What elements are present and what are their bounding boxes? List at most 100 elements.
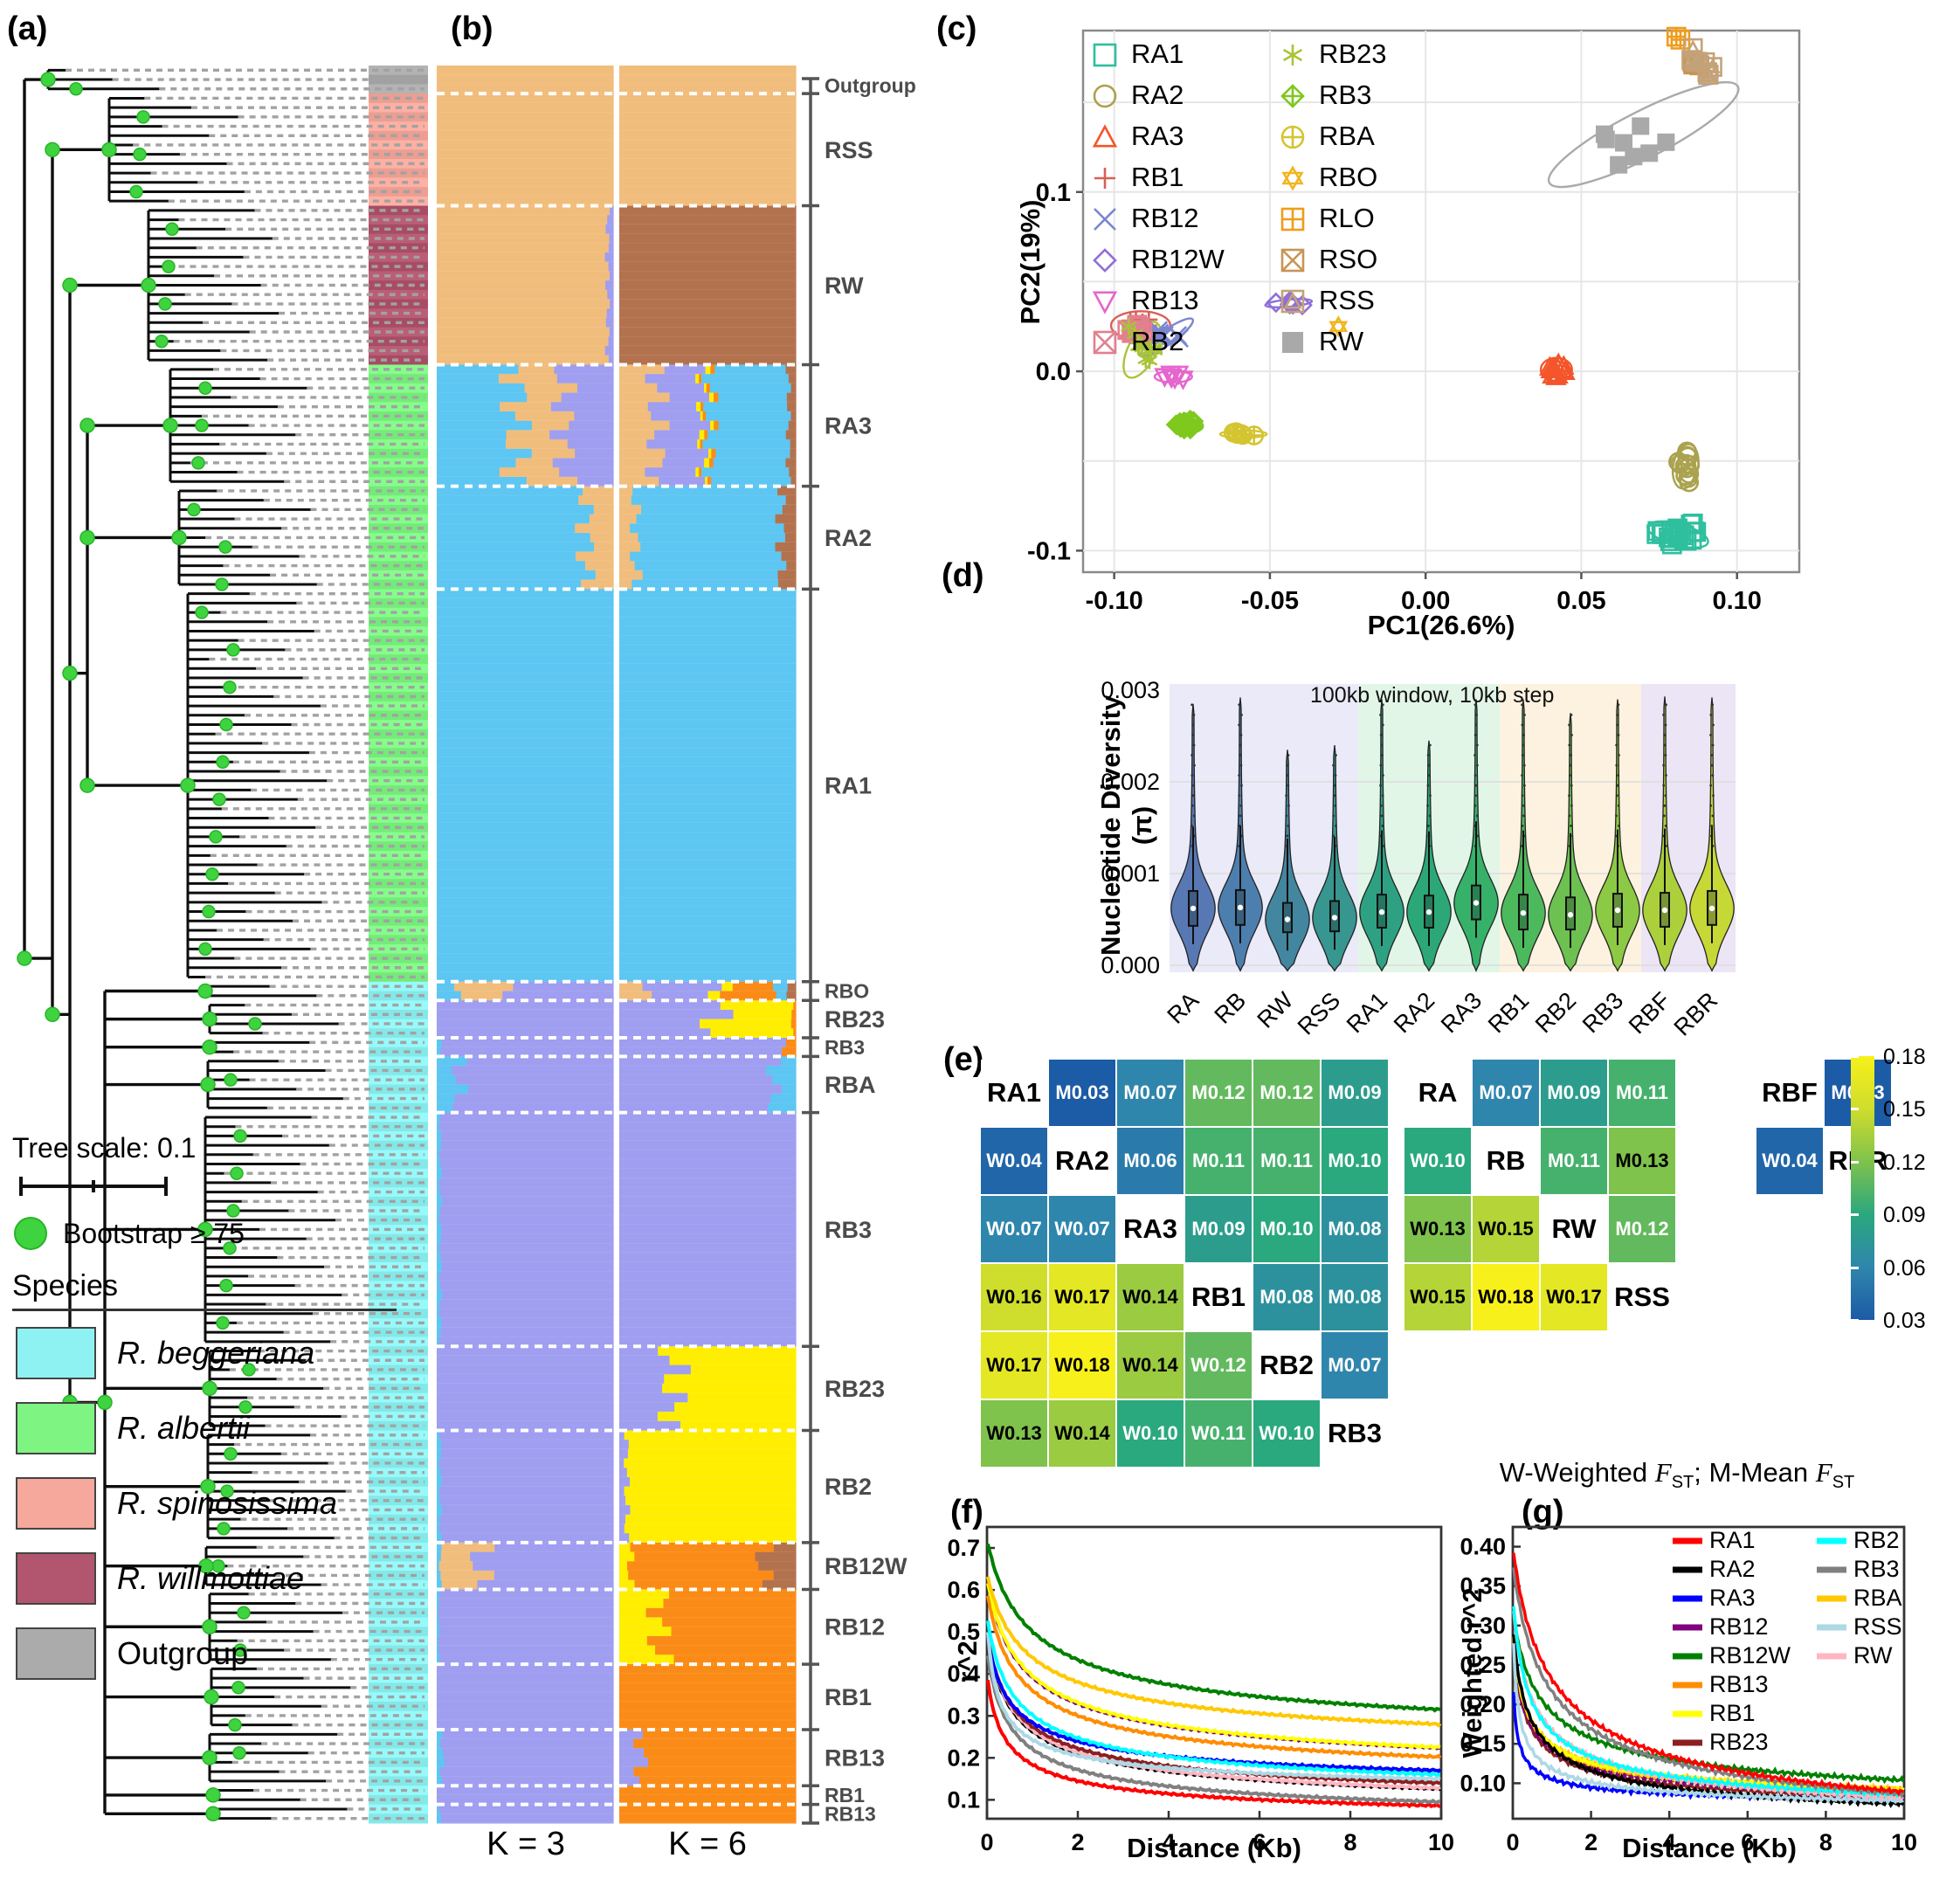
fst-matrix-cell: W0.10 (1253, 1400, 1320, 1467)
ld-curve-RA2 (1512, 1634, 1905, 1808)
structure-group-label: RB1 (825, 1784, 865, 1806)
violin-category-label: RB (1210, 987, 1252, 1029)
ld-decay-plot-f: 0.1 0.2 0.3 0.4 0.5 0.6 0.7 0 2 4 6 8 10 (947, 1525, 1454, 1855)
fst-colorbar-tick: 0.18 (1883, 1045, 1926, 1069)
structure-group-label: RB12 (825, 1614, 885, 1641)
fst-matrix-diagonal-label: RSS (1609, 1264, 1675, 1330)
k3-label: K = 3 (487, 1826, 565, 1862)
fst-colorbar (1851, 1056, 1874, 1320)
svg-text:10: 10 (1428, 1829, 1454, 1855)
species-name: Outgroup (117, 1635, 249, 1671)
svg-text:0.001: 0.001 (1101, 860, 1160, 887)
admixture-k3 (437, 66, 614, 1824)
k6-label: K = 6 (668, 1826, 747, 1862)
species-swatch (16, 1402, 96, 1454)
pca-legend-label: RW (1319, 326, 1364, 356)
svg-text:10: 10 (1891, 1829, 1917, 1855)
fst-matrix-diagonal-label: RA (1404, 1060, 1471, 1126)
tree-scale-label: Tree scale: 0.1 (12, 1132, 197, 1164)
pca-legend-label: RB3 (1319, 79, 1371, 110)
fst-matrix-diagonal-label: RB3 (1322, 1400, 1388, 1467)
fst-matrix-cell: M0.10 (1253, 1196, 1320, 1262)
fst-colorbar-tick: 0.06 (1883, 1255, 1926, 1281)
structure-group-label: RW (825, 273, 864, 299)
fst-matrix-diagonal-label: RA2 (1049, 1128, 1115, 1194)
structure-group-label: RA1 (825, 773, 872, 799)
svg-text:8: 8 (1343, 1829, 1356, 1855)
pca-legend-label: RSO (1319, 244, 1377, 274)
svg-text:0.10: 0.10 (1712, 587, 1761, 615)
fst-matrix-cell: M0.10 (1322, 1128, 1388, 1194)
svg-text:0.002: 0.002 (1101, 769, 1160, 795)
violin-category-label: RB1 (1483, 987, 1534, 1038)
ld-curve-RA1 (986, 1680, 1441, 1809)
fst-matrix-cell: W0.15 (1473, 1196, 1539, 1262)
fst-matrix-cell: W0.15 (1404, 1264, 1471, 1330)
tree-legend: Tree scale: 0.1 Bootstrap ≥ 75 Species R… (12, 1132, 397, 1703)
ld-curve-RB3 (986, 1655, 1441, 1805)
svg-text:4: 4 (1663, 1829, 1676, 1855)
pca-legend-label: RBO (1319, 162, 1377, 192)
group-bracket: Outgroup RSS RW RA3 RA2 RA1 RBO RB23 RB3 RBA RB3 RB… (802, 74, 916, 1825)
structure-group-label: RSS (825, 137, 873, 163)
fst-matrix-cell: W0.14 (1117, 1264, 1184, 1330)
fst-matrix-diagonal-label: RB2 (1253, 1332, 1320, 1399)
fst-matrix-diagonal-label: RA3 (1117, 1196, 1184, 1262)
svg-text:0.20: 0.20 (1460, 1691, 1506, 1717)
structure-group-label: RB3 (825, 1036, 865, 1059)
pca-legend-label: RLO (1319, 203, 1375, 233)
fst-matrix-cell: W0.14 (1049, 1400, 1115, 1467)
fst-matrix-cell: M0.06 (1117, 1128, 1184, 1194)
ldg-ylabel: Weighted r^2 (1457, 1587, 1487, 1758)
ldg-legend-label: RB12 (1709, 1613, 1769, 1640)
fst-matrix-cell: W0.12 (1185, 1332, 1252, 1399)
pca-ylabel: PC2(19%) (1015, 199, 1046, 325)
svg-text:0.0: 0.0 (1036, 358, 1071, 386)
structure-group-label: RB2 (825, 1474, 872, 1500)
ld-decay-plot-g: 0.40 0.35 0.30 0.25 0.20 0.15 0.10 0 2 4 6 8 10 RA1 RA… (1460, 1525, 1917, 1855)
fst-matrix-cell: W0.13 (1404, 1196, 1471, 1262)
pca-plot: -0.10 -0.05 0.00 0.05 0.10 0.1 0.0 -0.1 RA1 RA2 RA… (1027, 26, 1801, 615)
fst-colorbar-tick: 0.15 (1883, 1097, 1926, 1123)
svg-text:6: 6 (1253, 1829, 1266, 1855)
ldg-legend-label: RSS (1853, 1613, 1902, 1640)
svg-text:0.40: 0.40 (1460, 1534, 1506, 1560)
ld-curve-RB12W (986, 1543, 1441, 1713)
species-legend-item: Outgroup (16, 1627, 379, 1680)
ld-curve-RB2 (986, 1620, 1441, 1778)
fst-matrix-cell: M0.07 (1473, 1060, 1539, 1126)
species-name: R. albertii (117, 1410, 251, 1446)
fst-matrix-cell: W0.10 (1117, 1400, 1184, 1467)
svg-text:0.6: 0.6 (947, 1577, 980, 1603)
svg-text:0.30: 0.30 (1460, 1613, 1506, 1639)
fst-matrix-cell: W0.14 (1117, 1332, 1184, 1399)
violin-category-label: RA1 (1342, 987, 1392, 1038)
pca-legend-label: RA2 (1131, 79, 1184, 110)
fst-matrix-cell: W0.16 (981, 1264, 1047, 1330)
fst-matrix-cell: W0.17 (981, 1332, 1047, 1399)
violin-category-label: RA2 (1389, 987, 1439, 1038)
fst-matrix-cell: M0.08 (1322, 1196, 1388, 1262)
svg-text:-0.05: -0.05 (1241, 587, 1299, 615)
svg-text:0.35: 0.35 (1460, 1573, 1506, 1599)
ldg-legend-label: RA1 (1709, 1527, 1756, 1553)
violin-ylabel: Nucleotide Diversity (π) (1095, 694, 1157, 957)
structure-group-label: RB23 (825, 1376, 885, 1402)
pca-legend-label: RB23 (1319, 38, 1387, 69)
ld-curve-RB1 (986, 1582, 1441, 1751)
species-name: R. willmottiae (117, 1560, 305, 1596)
ldg-legend-label: RB1 (1709, 1700, 1756, 1726)
pca-legend-label: RB13 (1131, 285, 1199, 315)
fst-heatmaps: RA1 M0.03 M0.07 M0.12 M0.12 M0.09 W0.04 RA2 M0.0… (961, 1040, 1960, 1494)
svg-text:0.4: 0.4 (947, 1661, 980, 1687)
fst-matrix-cell: W0.04 (1756, 1128, 1823, 1194)
ldg-legend-label: RW (1853, 1642, 1893, 1668)
svg-text:0.003: 0.003 (1101, 677, 1160, 703)
fst-matrix-diagonal-label: RB1 (1185, 1264, 1252, 1330)
svg-text:4: 4 (1162, 1829, 1175, 1855)
admixture-k6 (619, 66, 797, 1824)
svg-text:0.000: 0.000 (1101, 952, 1160, 978)
fst-colorbar-tick: 0.09 (1883, 1203, 1926, 1228)
species-swatch (16, 1477, 96, 1530)
